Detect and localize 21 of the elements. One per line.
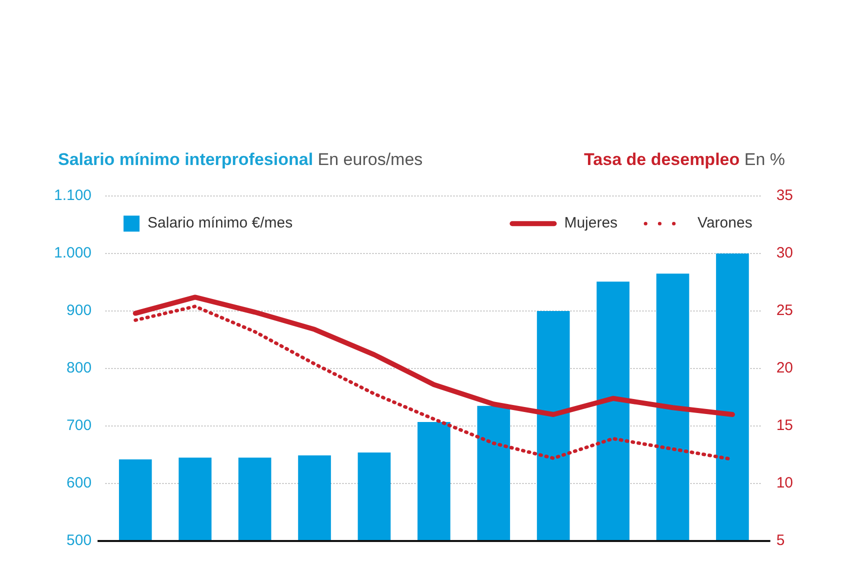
y2-tick-label: 30	[776, 244, 794, 262]
y2-tick-label: 15	[776, 417, 794, 434]
y2-tick-label: 10	[776, 474, 794, 492]
y2-axis-title: Tasa de desempleo	[584, 150, 740, 169]
y-tick-label: 1.100	[54, 187, 92, 204]
legend-label: Salario mínimo €/mes	[148, 214, 293, 232]
y-tick-label: 700	[66, 417, 92, 434]
y-axis-title: Salario mínimo interprofesional	[58, 150, 314, 169]
text: En %	[743, 150, 785, 169]
y-tick-label: 1.000	[54, 244, 92, 262]
y-tick-label: 600	[66, 474, 92, 492]
y-tick-label: 800	[66, 360, 92, 377]
y2-tick-label: 35	[776, 187, 794, 204]
y-tick-label: 500	[66, 532, 92, 550]
y2-tick-label: 25	[776, 302, 794, 320]
legend-label: Varones	[698, 214, 752, 232]
y2-tick-label: 5	[776, 532, 785, 550]
text: En euros/mes	[316, 150, 423, 169]
y-tick-label: 900	[66, 302, 92, 320]
y2-tick-label: 20	[776, 360, 794, 377]
legend-label: Mujeres	[564, 214, 618, 232]
